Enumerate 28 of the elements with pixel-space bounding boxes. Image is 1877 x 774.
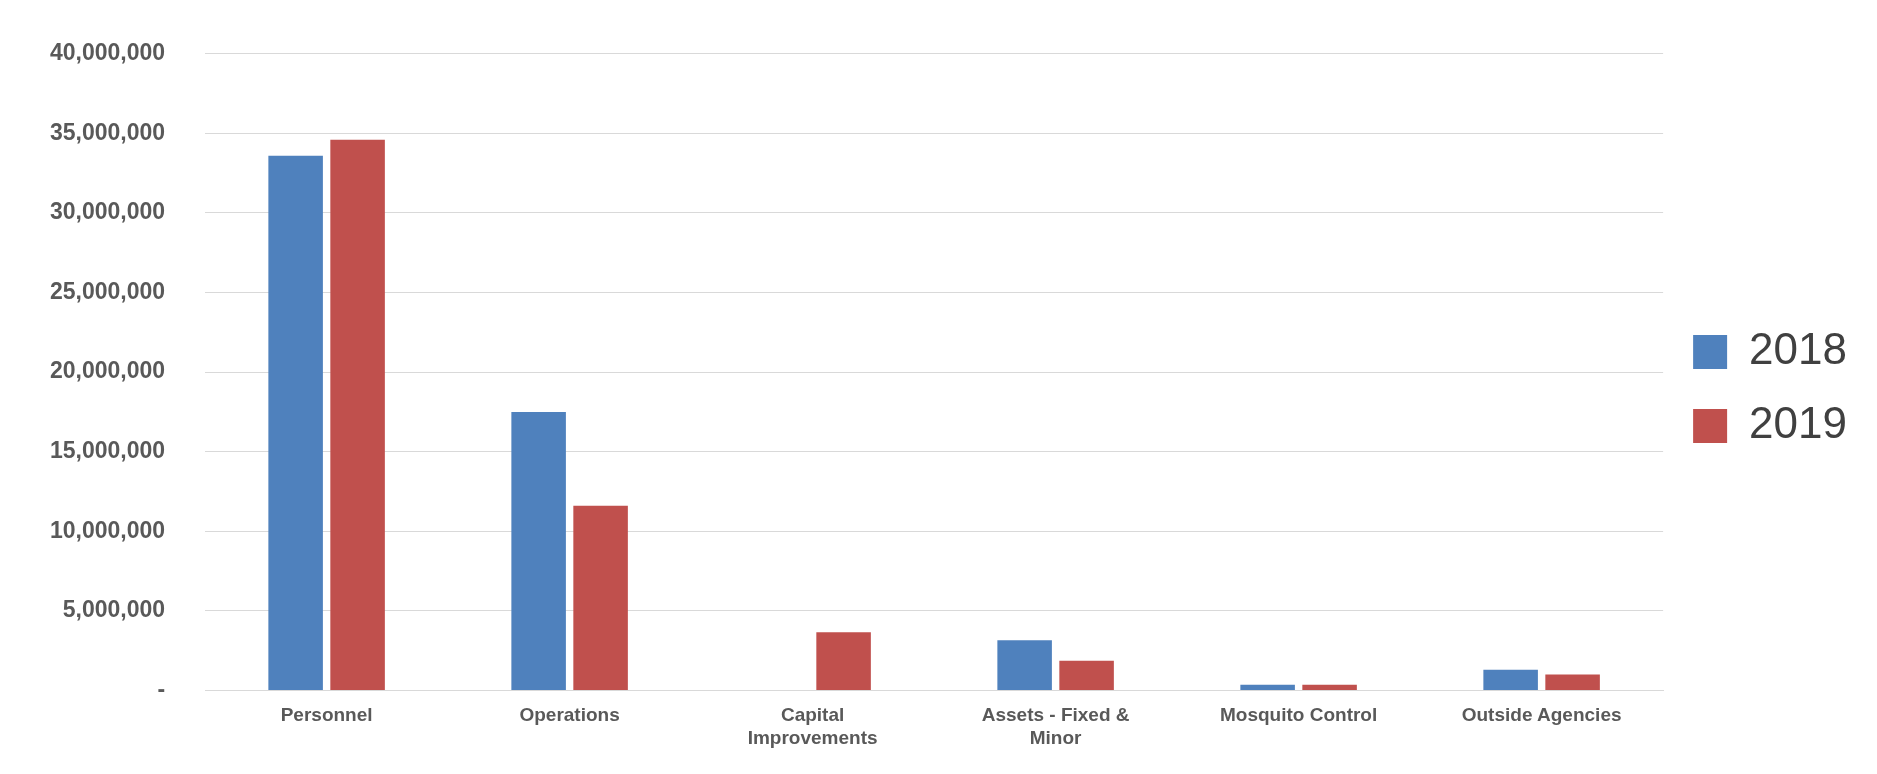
y-tick-label: - [157, 675, 166, 702]
bar [1302, 684, 1357, 690]
bar [1240, 684, 1295, 690]
bar [1059, 660, 1114, 690]
y-tick-label: 5,000,000 [62, 596, 166, 623]
y-tick-label: 10,000,000 [49, 516, 166, 543]
x-tick-label: Operations [519, 704, 620, 726]
bar [816, 632, 871, 690]
y-tick-label: 35,000,000 [49, 118, 166, 145]
x-tick-label: Capital Improvements [747, 704, 878, 748]
y-tick-label: 30,000,000 [49, 198, 166, 225]
legend-label: 2018 [1749, 324, 1848, 374]
bar [1483, 669, 1538, 690]
bar [330, 139, 385, 690]
bar [1545, 674, 1600, 690]
x-tick-label: Assets - Fixed & Minor [981, 704, 1130, 748]
bar [268, 155, 323, 690]
bar [997, 640, 1052, 690]
y-tick-label: 15,000,000 [49, 437, 166, 464]
x-tick-label: Personnel [280, 704, 373, 726]
legend-label: 2019 [1749, 398, 1848, 448]
y-tick-label: 25,000,000 [49, 277, 166, 304]
y-tick-label: 40,000,000 [49, 39, 166, 66]
y-tick-label: 20,000,000 [49, 357, 166, 384]
bar [511, 411, 566, 690]
bar [573, 505, 628, 690]
x-tick-label: Outside Agencies [1461, 704, 1622, 726]
x-tick-label: Mosquito Control [1219, 704, 1378, 726]
